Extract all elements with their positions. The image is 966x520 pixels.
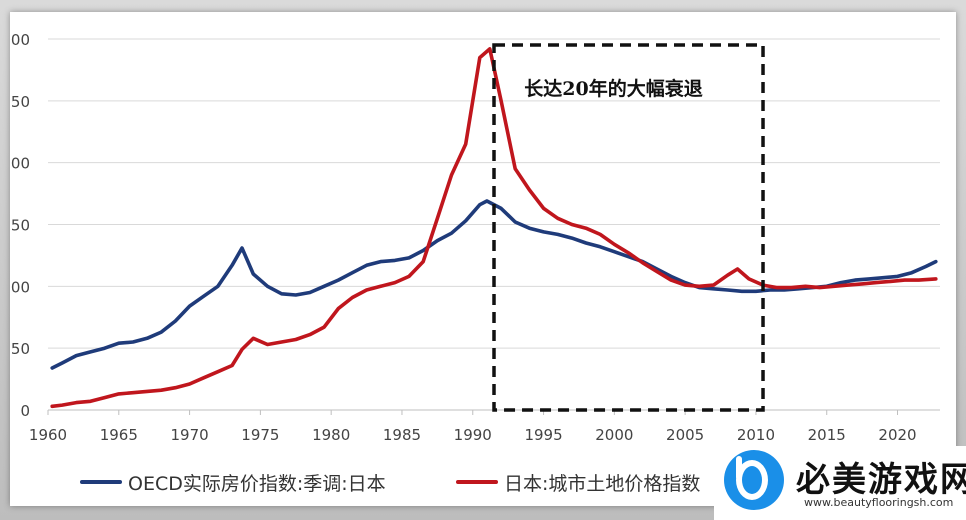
y-tick-label: 200 bbox=[10, 155, 30, 173]
chart-panel: 0 50 100 150 200 250 300 1960 1965 1970 1975 1980 19… bbox=[10, 12, 956, 506]
x-tick-label: 1985 bbox=[383, 426, 421, 444]
annotation-dashed-box bbox=[492, 43, 765, 412]
x-tick-label: 1990 bbox=[454, 426, 492, 444]
line-chart: 0 50 100 150 200 250 300 1960 1965 1970 1975 1980 19… bbox=[10, 31, 940, 444]
legend-swatch-housing bbox=[80, 480, 122, 484]
legend-label-housing: OECD实际房价指数:季调:日本 bbox=[128, 472, 386, 495]
legend-swatch-land bbox=[456, 480, 498, 484]
x-tick-label: 2005 bbox=[666, 426, 704, 444]
x-tick-label: 1975 bbox=[241, 426, 279, 444]
watermark-badge: 必美游戏网 www.beautyflooringsh.com bbox=[714, 446, 966, 520]
y-tick-label: 150 bbox=[10, 217, 30, 235]
watermark-logo-icon bbox=[724, 450, 784, 510]
watermark-brand: 必美游戏网 bbox=[796, 460, 966, 500]
y-tick-label: 300 bbox=[10, 31, 30, 49]
y-tick-label: 100 bbox=[10, 278, 30, 296]
legend-label-land: 日本:城市土地价格指数 bbox=[504, 472, 701, 495]
x-tick-label: 2000 bbox=[595, 426, 633, 444]
x-tick-label: 1960 bbox=[29, 426, 67, 444]
legend-item-housing-index: OECD实际房价指数:季调:日本 bbox=[80, 468, 386, 496]
series-line-land-index bbox=[50, 47, 938, 409]
x-tick-label: 2010 bbox=[737, 426, 775, 444]
y-tick-label: 250 bbox=[10, 93, 30, 111]
y-tick-label: 50 bbox=[11, 340, 30, 358]
y-tick-label: 0 bbox=[20, 402, 30, 420]
watermark-url: www.beautyflooringsh.com bbox=[804, 496, 954, 509]
x-tick-label: 1965 bbox=[100, 426, 138, 444]
x-tick-label: 1980 bbox=[312, 426, 350, 444]
x-tick-label: 2015 bbox=[808, 426, 846, 444]
annotation-label: 长达20年的大幅衰退 bbox=[524, 77, 702, 100]
legend-item-land-index: 日本:城市土地价格指数 bbox=[456, 468, 700, 496]
x-tick-label: 1970 bbox=[170, 426, 208, 444]
x-tick-label: 1995 bbox=[524, 426, 562, 444]
series-line-housing-index bbox=[50, 199, 938, 370]
x-tick-label: 2020 bbox=[878, 426, 916, 444]
